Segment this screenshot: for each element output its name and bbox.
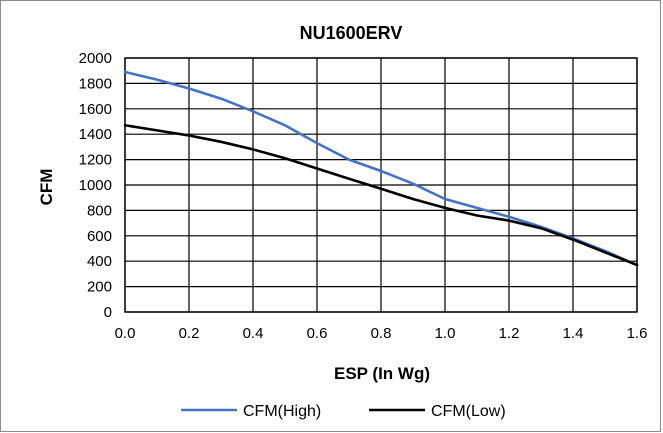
series-group bbox=[123, 70, 639, 267]
y-tick-label: 200 bbox=[87, 279, 112, 296]
y-axis-title: CFM bbox=[37, 169, 56, 206]
y-tick-label: 2000 bbox=[79, 50, 112, 67]
y-tick-label: 1800 bbox=[79, 75, 112, 92]
chart-title: NU1600ERV bbox=[300, 23, 403, 43]
plot-border bbox=[124, 57, 638, 313]
x-tick-label: 1.2 bbox=[499, 325, 520, 342]
x-tick-label: 0.6 bbox=[307, 325, 328, 342]
x-tick-label: 1.6 bbox=[627, 325, 648, 342]
x-tick-label: 0.8 bbox=[371, 325, 392, 342]
x-axis-title: ESP (In Wg) bbox=[334, 364, 430, 383]
y-tick-label: 400 bbox=[87, 253, 112, 270]
y-tick-label: 1600 bbox=[79, 101, 112, 118]
x-tick-label: 1.4 bbox=[563, 325, 584, 342]
series-line-cfm-low bbox=[123, 124, 639, 267]
legend-label: CFM(Low) bbox=[431, 403, 506, 420]
legend: CFM(High) CFM(Low) bbox=[181, 403, 506, 420]
y-tick-label: 1200 bbox=[79, 152, 112, 169]
y-tick-label: 1400 bbox=[79, 126, 112, 143]
legend-label: CFM(High) bbox=[243, 403, 321, 420]
x-tick-label: 0.0 bbox=[115, 325, 136, 342]
y-tick-labels: 0 200 400 600 800 1000 1200 1400 1600 1800 2000 bbox=[79, 50, 112, 321]
x-tick-label: 0.2 bbox=[179, 325, 200, 342]
y-tick-label: 1000 bbox=[79, 177, 112, 194]
plot-grid bbox=[124, 57, 638, 313]
y-tick-label: 600 bbox=[87, 228, 112, 245]
x-tick-label: 1.0 bbox=[435, 325, 456, 342]
y-tick-label: 0 bbox=[104, 304, 112, 321]
y-tick-label: 800 bbox=[87, 202, 112, 219]
x-tick-labels: 0.0 0.2 0.4 0.6 0.8 1.0 1.2 1.4 1.6 bbox=[115, 325, 648, 342]
x-tick-label: 0.4 bbox=[243, 325, 264, 342]
